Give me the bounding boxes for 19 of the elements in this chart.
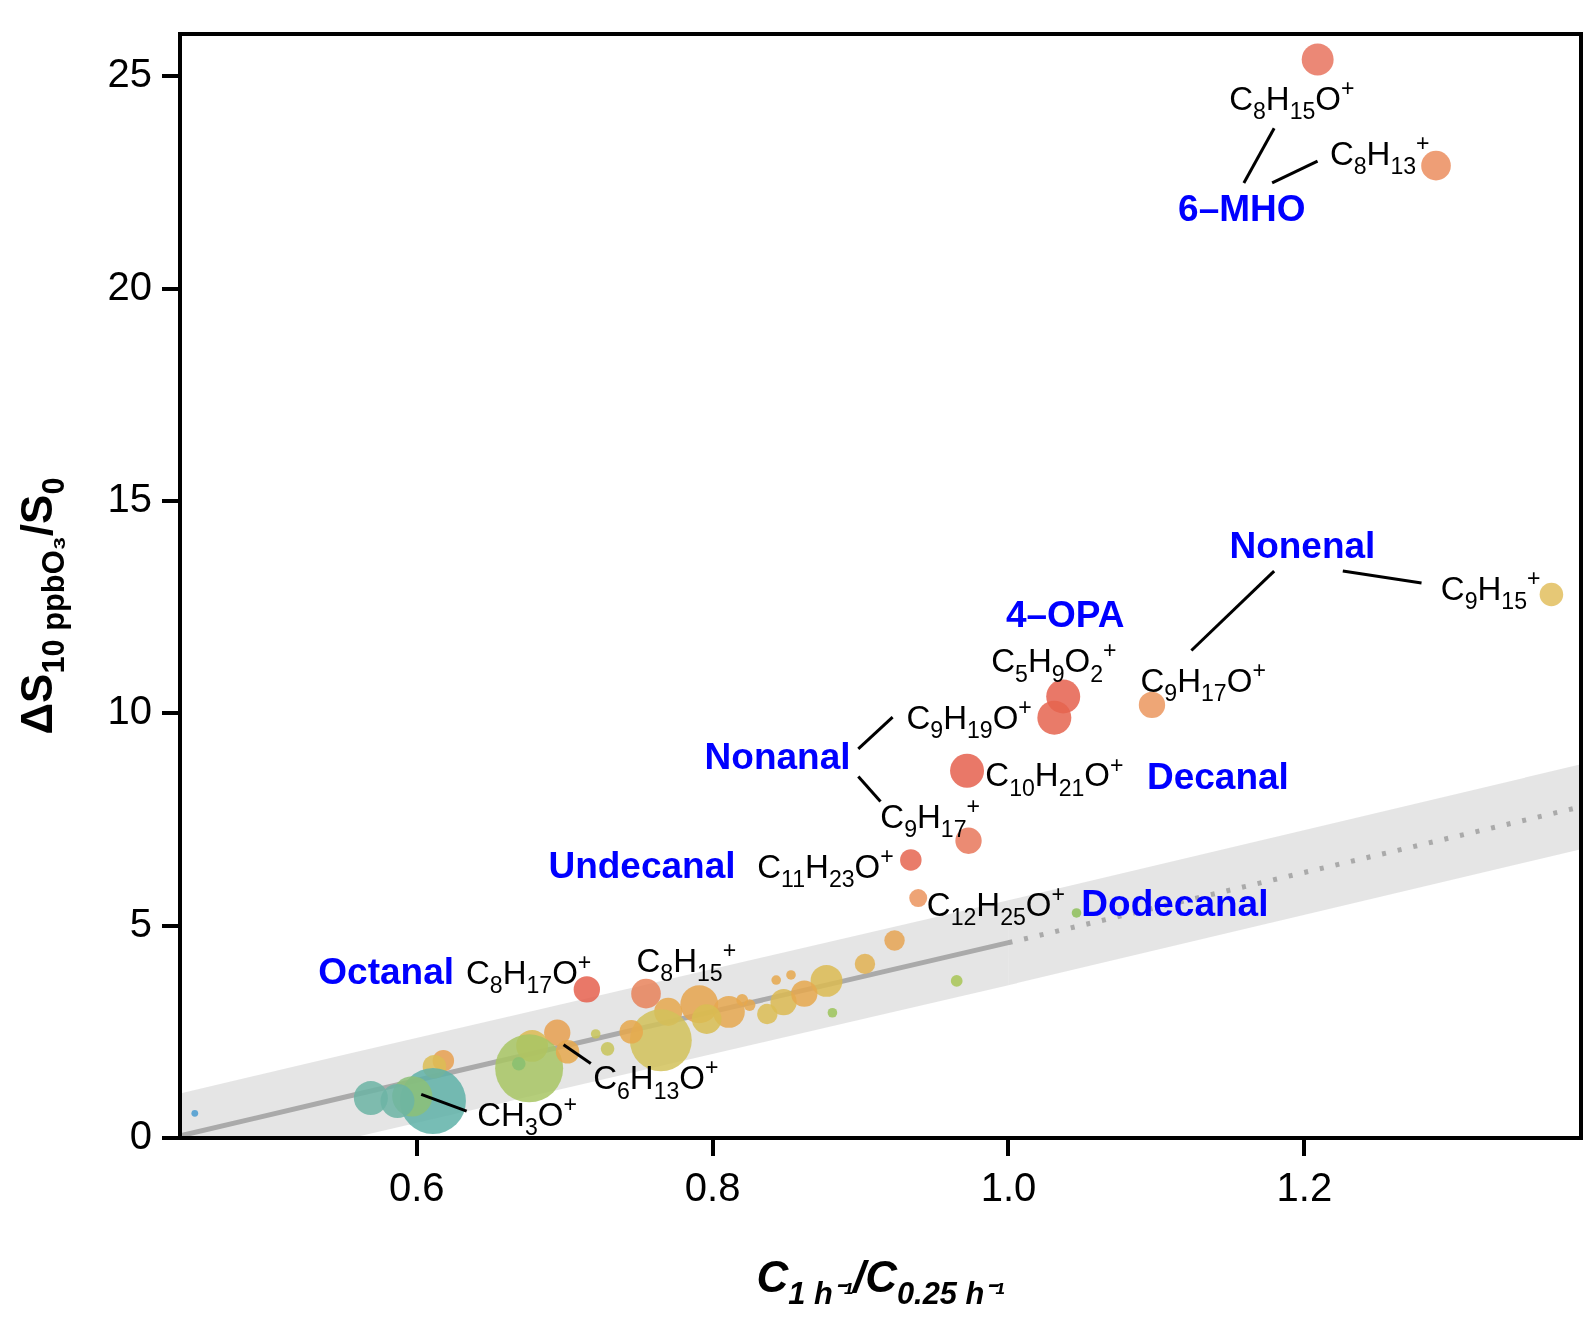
annotation: Undecanal	[548, 844, 736, 886]
annotation: Dodecanal	[1081, 882, 1269, 924]
x-tick-label: 0.6	[388, 1165, 445, 1210]
y-tick-label: 25	[107, 51, 152, 96]
annotation: Decanal	[1146, 755, 1289, 797]
annotation: 6–MHO	[1178, 187, 1306, 229]
annotation: 4–OPA	[1005, 593, 1125, 635]
y-tick-label: 0	[129, 1113, 152, 1158]
y-tick-label: 10	[107, 688, 152, 733]
y-tick-label: 20	[107, 263, 152, 308]
y-axis-title: ΔS10 ppbO₃/S0	[12, 477, 72, 735]
x-tick-label: 1.0	[980, 1165, 1037, 1210]
annotation: Nonanal	[704, 735, 851, 777]
annotation: Octanal	[318, 951, 454, 993]
y-tick-label: 15	[107, 476, 152, 521]
x-tick-label: 0.8	[684, 1165, 741, 1210]
x-tick-label: 1.2	[1276, 1165, 1333, 1210]
y-tick-label: 5	[129, 900, 152, 945]
annotation: Nonenal	[1229, 525, 1376, 567]
